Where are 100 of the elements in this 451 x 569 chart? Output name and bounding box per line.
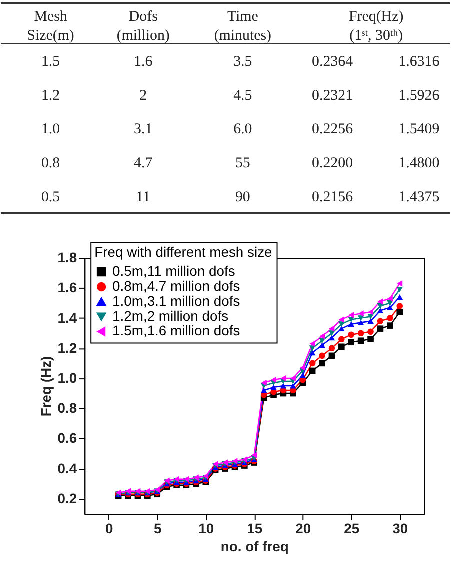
point bbox=[387, 315, 394, 322]
text: 0.2321 bbox=[312, 88, 354, 104]
point bbox=[377, 318, 384, 324]
point bbox=[368, 328, 374, 335]
text: 1.5 bbox=[41, 54, 60, 70]
point bbox=[309, 360, 316, 367]
point bbox=[338, 344, 345, 350]
text: 3.1 bbox=[134, 122, 153, 138]
text: 55 bbox=[235, 155, 250, 172]
point bbox=[252, 452, 258, 458]
point bbox=[348, 312, 354, 318]
point bbox=[387, 300, 394, 306]
x-tick-label: 25 bbox=[344, 520, 360, 536]
legend-label: 0.8m,4.7 million dofs bbox=[112, 278, 240, 294]
point bbox=[368, 318, 374, 324]
point bbox=[368, 336, 374, 343]
point bbox=[328, 335, 336, 341]
x-tick-label: 15 bbox=[247, 520, 263, 536]
point bbox=[377, 308, 384, 314]
text: 1.0 bbox=[41, 122, 60, 138]
text: 4.5 bbox=[234, 88, 252, 104]
y-tick-label: 1.6 bbox=[58, 280, 78, 296]
text: 4.7 bbox=[134, 155, 154, 172]
text: 90 bbox=[235, 189, 250, 206]
point bbox=[358, 330, 364, 336]
y-axis-title: Freq (Hz) bbox=[38, 356, 54, 417]
text: 2 bbox=[140, 88, 148, 104]
y-tick-label: 1.0 bbox=[58, 370, 78, 386]
x-tick-label: 5 bbox=[154, 520, 162, 536]
point bbox=[378, 298, 384, 305]
point bbox=[338, 336, 345, 343]
text: 6.0 bbox=[234, 122, 252, 138]
point bbox=[290, 375, 296, 382]
text: 1.4800 bbox=[398, 155, 440, 172]
text: 1.5926 bbox=[398, 88, 440, 104]
text: 0.5 bbox=[41, 189, 60, 206]
point bbox=[396, 309, 404, 316]
x-axis-title: no. of freq bbox=[220, 538, 289, 554]
text: 0.2364 bbox=[312, 54, 354, 70]
x-tick-label: 20 bbox=[296, 520, 312, 536]
legend-label: 1.0m,3.1 million dofs bbox=[112, 292, 240, 309]
x-tick-label: 10 bbox=[198, 520, 214, 536]
legend-title: Freq with different mesh size bbox=[94, 244, 273, 260]
point bbox=[271, 376, 276, 384]
text: Size(m) bbox=[27, 28, 74, 44]
text: Mesh bbox=[34, 9, 68, 26]
point bbox=[320, 333, 325, 340]
point bbox=[310, 340, 316, 348]
point bbox=[280, 383, 287, 389]
legend-label: 0.5m,11 million dofs bbox=[112, 263, 236, 280]
text: Freq(Hz) bbox=[348, 9, 404, 26]
point bbox=[377, 326, 384, 332]
point bbox=[270, 384, 277, 390]
text: 11 bbox=[136, 189, 151, 206]
text: 1.2 bbox=[41, 88, 60, 104]
y-tick-label: 0.4 bbox=[58, 460, 78, 476]
point bbox=[319, 360, 326, 367]
text: (million) bbox=[116, 28, 170, 44]
y-tick-label: 1.4 bbox=[58, 310, 78, 326]
point bbox=[348, 322, 355, 328]
text: 0.2200 bbox=[312, 155, 354, 172]
point bbox=[368, 314, 374, 320]
point bbox=[348, 317, 355, 323]
y-tick-label: 1.8 bbox=[58, 250, 78, 266]
point bbox=[338, 316, 344, 323]
text: 3.5 bbox=[234, 54, 252, 70]
point bbox=[396, 303, 404, 310]
point bbox=[396, 294, 404, 300]
point bbox=[348, 339, 355, 346]
point bbox=[396, 286, 404, 292]
text: 1.6316 bbox=[398, 54, 440, 70]
point bbox=[358, 338, 364, 344]
point bbox=[387, 305, 394, 310]
point bbox=[319, 342, 326, 348]
text: Dofs bbox=[128, 9, 158, 26]
y-tick-label: 0.2 bbox=[58, 490, 78, 506]
x-tick-label: 30 bbox=[392, 520, 408, 536]
point bbox=[309, 368, 316, 374]
text: 1.4375 bbox=[398, 189, 440, 206]
y-tick-label: 0.8 bbox=[58, 400, 78, 416]
point bbox=[260, 388, 268, 394]
point bbox=[328, 352, 336, 360]
y-tick-label: 0.6 bbox=[58, 430, 78, 446]
legend-label: 1.5m,1.6 million dofs bbox=[112, 322, 240, 339]
point bbox=[328, 345, 336, 352]
point bbox=[329, 326, 335, 332]
point bbox=[377, 304, 384, 309]
point bbox=[328, 330, 336, 336]
y-tick-label: 1.2 bbox=[58, 340, 78, 356]
point bbox=[338, 326, 345, 332]
text: 0.8 bbox=[41, 155, 60, 172]
point bbox=[309, 350, 316, 356]
text: 0.2156 bbox=[312, 189, 354, 206]
point bbox=[397, 280, 403, 287]
text: 0.2256 bbox=[312, 122, 354, 138]
point bbox=[368, 309, 374, 316]
text: Time bbox=[227, 9, 259, 26]
legend-label: 1.2m,2 million dofs bbox=[112, 308, 229, 324]
point bbox=[387, 296, 393, 302]
text: 1.5409 bbox=[398, 122, 440, 138]
